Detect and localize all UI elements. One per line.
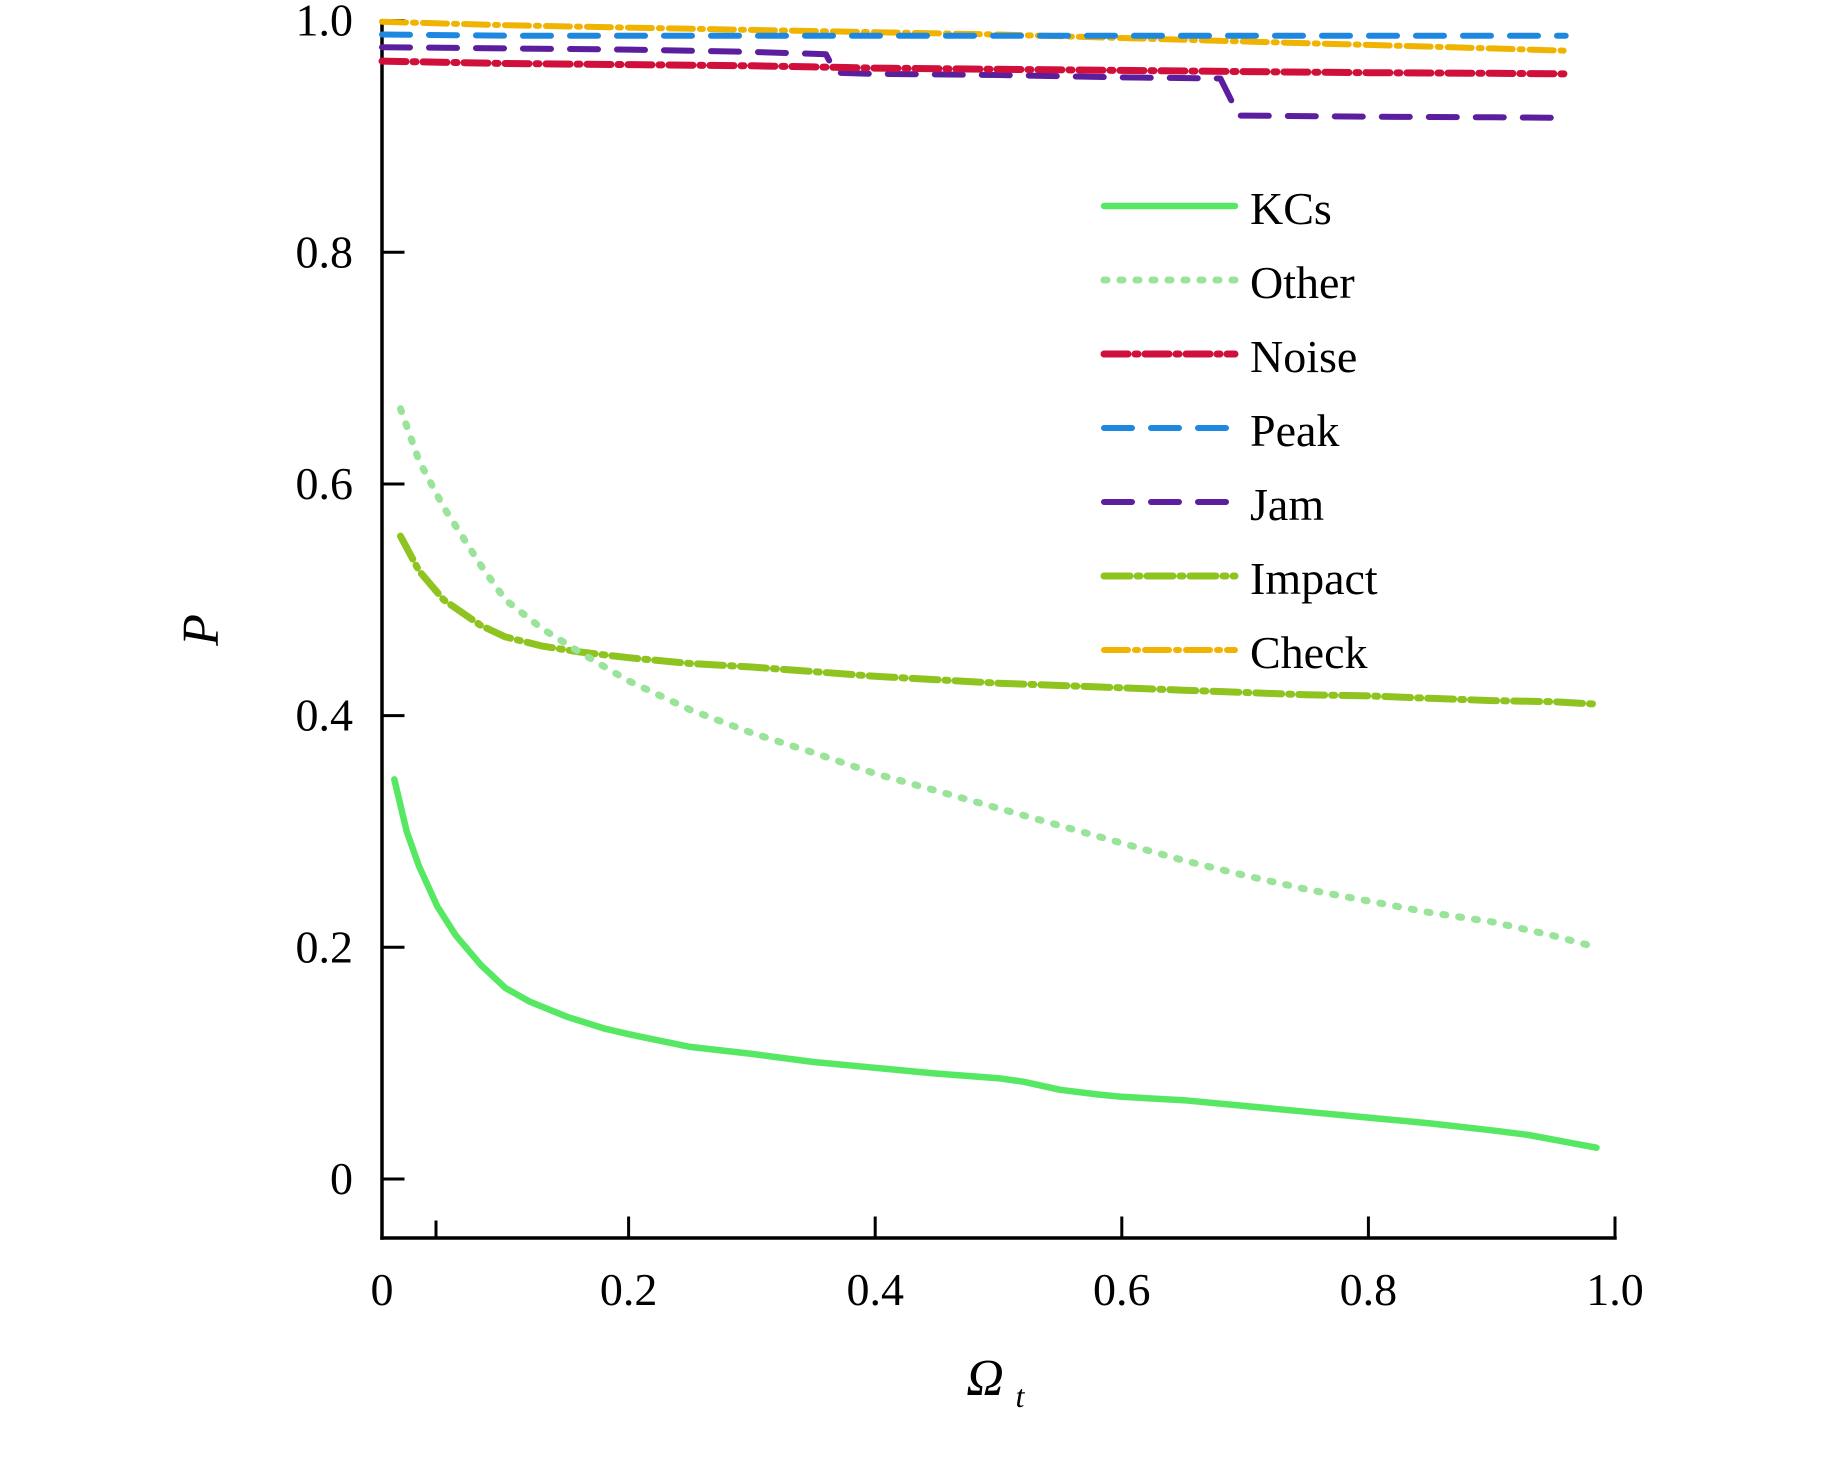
svg-text:P: P	[173, 614, 230, 647]
svg-text:Impact: Impact	[1250, 553, 1378, 604]
svg-text:Peak: Peak	[1250, 405, 1339, 456]
svg-text:Ω: Ω	[966, 1350, 1004, 1407]
svg-text:0.8: 0.8	[1340, 1264, 1398, 1315]
svg-text:0.8: 0.8	[296, 226, 354, 277]
svg-text:0.4: 0.4	[296, 690, 354, 741]
svg-text:Check: Check	[1250, 627, 1368, 678]
svg-text:Jam: Jam	[1250, 479, 1324, 530]
svg-text:t: t	[1016, 1378, 1026, 1414]
svg-text:Other: Other	[1250, 257, 1355, 308]
svg-text:0.2: 0.2	[296, 921, 354, 972]
svg-text:1.0: 1.0	[296, 0, 354, 46]
svg-text:0.6: 0.6	[1093, 1264, 1151, 1315]
svg-text:0: 0	[371, 1264, 394, 1315]
svg-text:0.4: 0.4	[846, 1264, 904, 1315]
svg-text:0.6: 0.6	[296, 458, 354, 509]
svg-text:0.2: 0.2	[600, 1264, 658, 1315]
svg-text:1.0: 1.0	[1586, 1264, 1644, 1315]
svg-text:Noise: Noise	[1250, 331, 1357, 382]
svg-text:KCs: KCs	[1250, 183, 1332, 234]
svg-text:0: 0	[330, 1153, 353, 1204]
